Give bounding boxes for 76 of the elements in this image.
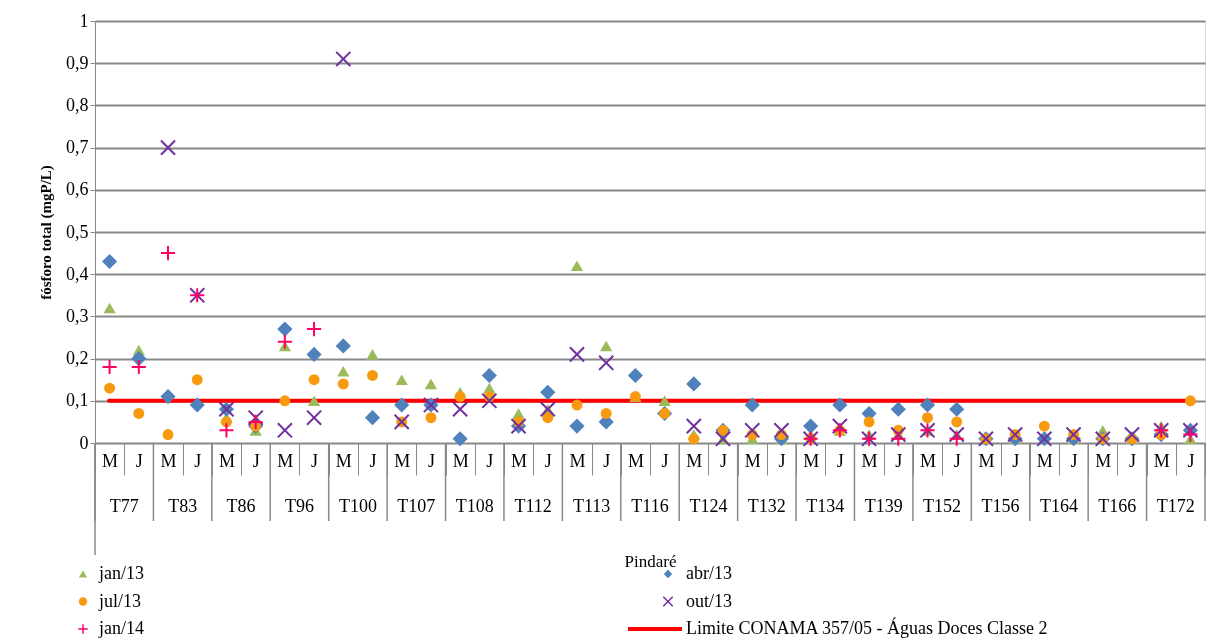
legend-label: Limite CONAMA 357/05 - Águas Doces Classe 2	[686, 617, 1048, 638]
y-tick-label: 0,4	[66, 263, 89, 284]
legend-label: jul/13	[98, 590, 142, 611]
text: T139	[864, 496, 903, 516]
x-tick-label: M	[1095, 450, 1112, 471]
text: T116	[631, 496, 669, 516]
y-tick-label: 0,3	[66, 305, 89, 326]
x-tick-label: J	[427, 450, 435, 471]
x-tick-label: J	[486, 450, 494, 471]
x-tick-label: M	[277, 450, 294, 471]
y-tick-label: 0	[79, 432, 89, 453]
text: T77	[109, 496, 139, 516]
x-tick-label: J	[836, 450, 844, 471]
y-tick-label: 0,1	[66, 390, 89, 411]
text: T172	[1156, 496, 1195, 516]
x-tick-label: M	[1036, 450, 1053, 471]
y-tick-label: 0,5	[66, 221, 89, 242]
x-tick-label: J	[778, 450, 786, 471]
x-tick-label: J	[194, 450, 202, 471]
x-tick-label: J	[1128, 450, 1136, 471]
text: T108	[455, 496, 494, 516]
text: T134	[806, 496, 845, 516]
x-tick-label: J	[135, 450, 143, 471]
x-tick-label: M	[803, 450, 820, 471]
text: T112	[514, 496, 552, 516]
text: T132	[747, 496, 786, 516]
x-tick-label: J	[369, 450, 377, 471]
x-tick-label: M	[218, 450, 235, 471]
text: T83	[168, 496, 198, 516]
x-tick-label: J	[1012, 450, 1020, 471]
text: T124	[689, 496, 728, 516]
x-tick-label: J	[544, 450, 552, 471]
x-tick-label: J	[661, 450, 669, 471]
text: T152	[923, 496, 962, 516]
x-tick-label: M	[627, 450, 644, 471]
x-tick-label: J	[252, 450, 260, 471]
x-tick-label: J	[1187, 450, 1195, 471]
x-tick-label: M	[919, 450, 937, 471]
legend-label: jan/14	[98, 618, 144, 638]
x-tick-label: J	[1070, 450, 1078, 471]
y-axis-title: fósforo total (mgP/L)	[38, 165, 55, 300]
x-tick-label: M	[452, 450, 469, 471]
x-tick-label: M	[394, 450, 411, 471]
x-tick-label: J	[953, 450, 961, 471]
y-tick-label: 0,7	[66, 137, 89, 158]
text: T107	[397, 496, 436, 516]
y-tick-label: 0,9	[66, 52, 89, 73]
x-tick-label: J	[603, 450, 611, 471]
y-tick-label: 0,2	[66, 348, 89, 369]
legend-label: out/13	[686, 590, 733, 611]
text: T100	[338, 496, 377, 516]
x-tick-label: M	[511, 450, 528, 471]
x-tick-label: M	[335, 450, 352, 471]
x-tick-label: M	[686, 450, 703, 471]
text: T113	[572, 496, 611, 516]
x-tick-label: M	[978, 450, 995, 471]
x-axis-title: Pindaré	[624, 552, 677, 571]
x-tick-label: J	[720, 450, 728, 471]
legend-label: abr/13	[686, 563, 732, 583]
x-tick-label: M	[569, 450, 586, 471]
x-tick-label: M	[1153, 450, 1170, 471]
x-tick-label: J	[895, 450, 903, 471]
x-tick-label: M	[744, 450, 761, 471]
text: T86	[226, 496, 256, 516]
text: T164	[1039, 496, 1078, 516]
x-tick-label: M	[160, 450, 177, 471]
x-tick-label: J	[311, 450, 319, 471]
y-tick-label: 0,6	[66, 179, 89, 200]
text: T96	[284, 496, 314, 516]
x-tick-label: M	[102, 450, 119, 471]
text: T156	[981, 496, 1020, 516]
legend-label: jan/13	[98, 563, 144, 583]
y-tick-label: 0,8	[66, 94, 89, 115]
x-tick-label: M	[861, 450, 878, 471]
text: T166	[1098, 496, 1137, 516]
y-tick-label: 1	[79, 10, 89, 31]
